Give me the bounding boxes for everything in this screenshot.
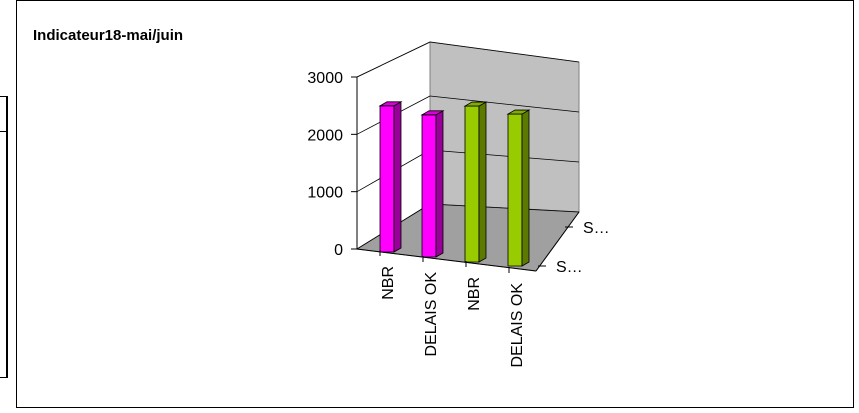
y-tick-label: 3000 bbox=[307, 70, 343, 87]
x-tick-label: DELAIS OK bbox=[423, 272, 440, 357]
y-tick-label: 1000 bbox=[307, 185, 343, 202]
bar-front bbox=[421, 114, 437, 258]
bar-side bbox=[435, 110, 444, 258]
x-axis bbox=[356, 248, 537, 272]
bar-front bbox=[464, 105, 480, 263]
back-wall bbox=[429, 41, 580, 213]
gridline bbox=[429, 149, 580, 163]
y-tick-label: 2000 bbox=[307, 127, 343, 144]
gridline bbox=[356, 41, 431, 78]
bar-top bbox=[506, 109, 531, 115]
bar-front bbox=[379, 105, 395, 253]
bar-top bbox=[420, 110, 445, 116]
adjacent-cell-border bbox=[0, 0, 9, 413]
bar-front bbox=[507, 113, 523, 267]
bar-side bbox=[393, 101, 402, 253]
bar-side bbox=[521, 109, 530, 267]
depth-tick-labels: S… S… bbox=[538, 220, 610, 276]
x-tick-label: DELAIS OK bbox=[509, 283, 526, 368]
y-tick-label: 0 bbox=[334, 242, 343, 259]
gridline bbox=[429, 41, 580, 63]
bar-top bbox=[378, 101, 403, 107]
gridline bbox=[429, 95, 580, 113]
x-tick-label: NBR bbox=[466, 277, 483, 311]
chart-title: Indicateur18-mai/juin bbox=[33, 27, 184, 44]
depth-tick-label: S… bbox=[583, 220, 610, 237]
bar-top bbox=[463, 101, 488, 107]
x-tick-label: NBR bbox=[380, 266, 397, 300]
y-tick-labels: 0 1000 2000 3000 bbox=[307, 70, 357, 259]
bars bbox=[378, 101, 531, 267]
bar-side bbox=[478, 101, 487, 263]
x-tick-labels: NBR DELAIS OK NBR DELAIS OK bbox=[379, 250, 526, 368]
depth-axis bbox=[535, 211, 580, 272]
depth-tick-label: S… bbox=[556, 259, 583, 276]
gridline bbox=[429, 203, 580, 213]
